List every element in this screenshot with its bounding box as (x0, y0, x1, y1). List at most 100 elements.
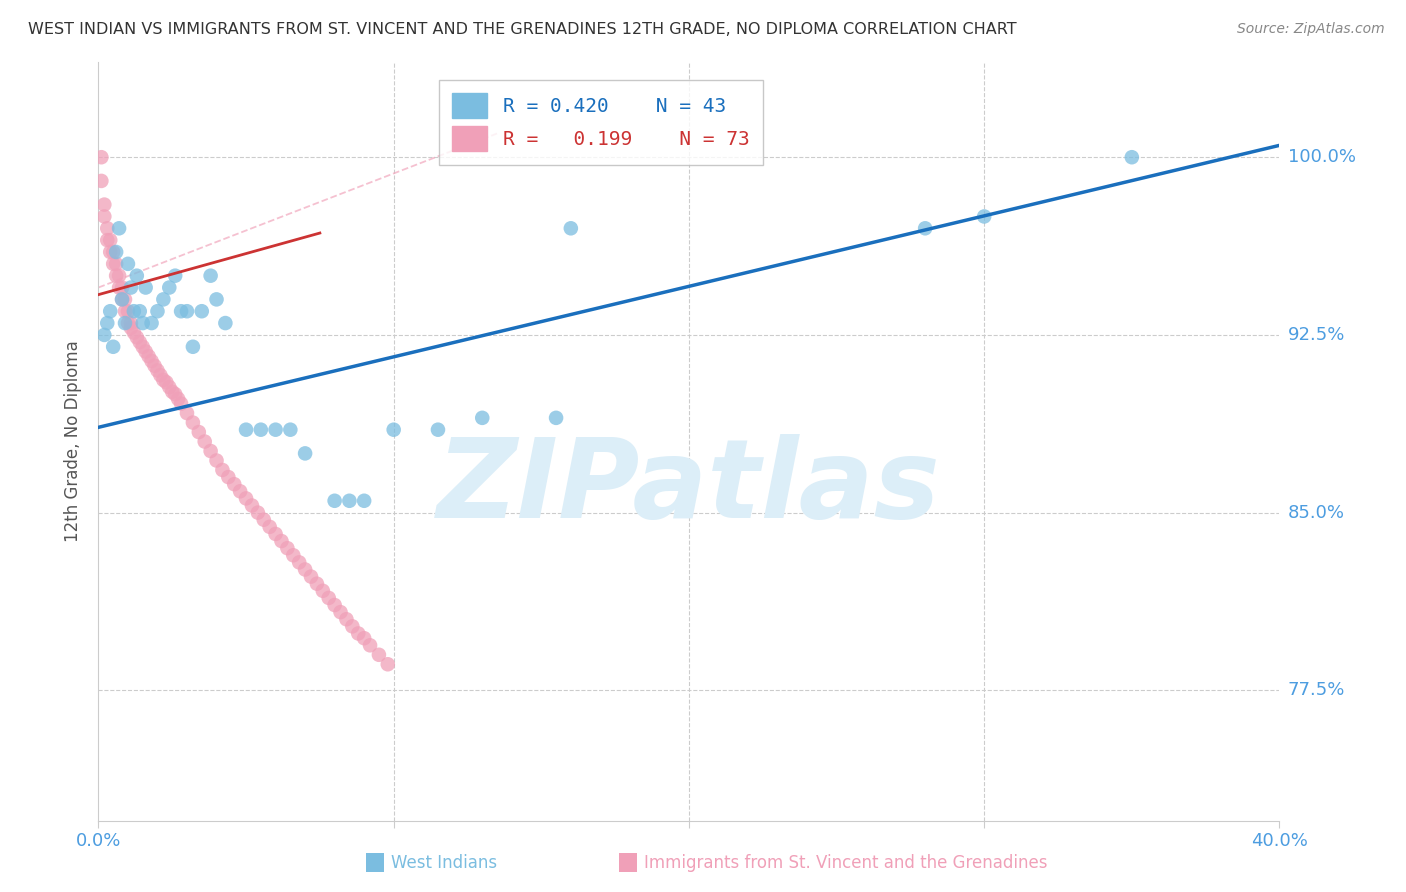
Point (93, 327, 115, 342)
Point (117, 257, 139, 271)
Point (205, 293, 228, 307)
Point (176, 304, 198, 318)
Point (211, 463, 233, 477)
Legend: R = 0.420    N = 43, R =   0.199    N = 73: R = 0.420 N = 43, R = 0.199 N = 73 (439, 79, 763, 165)
Point (181, 340, 204, 354)
Point (143, 359, 166, 373)
Point (214, 316, 236, 330)
Point (103, 257, 125, 271)
Point (318, 591, 340, 605)
Point (305, 576, 328, 591)
Point (155, 376, 177, 390)
Point (250, 423, 273, 437)
Point (157, 280, 180, 294)
Point (283, 548, 305, 563)
Point (246, 506, 269, 520)
Point (240, 499, 263, 513)
Point (105, 268, 128, 283)
Point (229, 484, 252, 499)
Point (347, 626, 370, 640)
Point (128, 304, 150, 318)
Point (270, 534, 292, 549)
Point (187, 425, 209, 439)
Point (117, 316, 139, 330)
Point (181, 416, 204, 430)
Point (200, 268, 222, 283)
Point (122, 326, 145, 340)
Point (280, 423, 302, 437)
Point (546, 410, 568, 425)
Point (103, 340, 125, 354)
Point (108, 280, 131, 294)
Point (141, 354, 163, 368)
Point (90, 174, 112, 188)
Point (259, 520, 281, 534)
Point (135, 344, 157, 359)
Point (323, 598, 346, 612)
Point (132, 316, 155, 330)
Point (560, 221, 582, 235)
Point (353, 631, 375, 645)
Point (288, 555, 311, 569)
Point (264, 423, 287, 437)
Point (276, 541, 298, 556)
Point (125, 268, 148, 283)
Point (120, 320, 142, 334)
Text: Immigrants from St. Vincent and the Grenadines: Immigrants from St. Vincent and the Gren… (644, 854, 1047, 871)
Text: West Indians: West Indians (391, 854, 496, 871)
Point (205, 453, 228, 467)
Point (329, 605, 352, 619)
Point (152, 293, 174, 307)
Point (294, 562, 316, 576)
Point (167, 392, 190, 406)
Point (264, 527, 287, 541)
Point (235, 423, 257, 437)
Point (165, 387, 187, 401)
Point (973, 210, 995, 224)
Point (114, 293, 136, 307)
Point (377, 657, 399, 672)
Point (93, 210, 115, 224)
Point (162, 384, 183, 399)
Point (138, 349, 160, 363)
Point (165, 268, 187, 283)
Point (339, 493, 361, 508)
Point (323, 493, 346, 508)
Point (103, 244, 125, 259)
Point (105, 244, 128, 259)
Point (312, 583, 335, 598)
Point (342, 619, 364, 633)
Point (105, 257, 128, 271)
Point (98, 304, 121, 318)
Point (253, 513, 276, 527)
Point (90, 150, 112, 164)
Text: 100.0%: 100.0% (1288, 148, 1355, 166)
Point (157, 380, 180, 394)
Point (191, 304, 214, 318)
Y-axis label: 12th Grade, No Diploma: 12th Grade, No Diploma (65, 341, 83, 542)
Point (135, 280, 157, 294)
Point (96, 221, 118, 235)
Point (170, 396, 193, 410)
Point (114, 316, 136, 330)
Text: WEST INDIAN VS IMMIGRANTS FROM ST. VINCENT AND THE GRENADINES 12TH GRADE, NO DIP: WEST INDIAN VS IMMIGRANTS FROM ST. VINCE… (28, 22, 1017, 37)
Point (120, 280, 142, 294)
Point (111, 280, 134, 294)
Point (217, 470, 239, 484)
Point (368, 648, 391, 662)
Point (471, 410, 494, 425)
Point (114, 304, 136, 318)
Text: 92.5%: 92.5% (1288, 326, 1346, 344)
Point (299, 569, 322, 583)
Point (108, 221, 131, 235)
Point (146, 304, 169, 318)
Point (353, 493, 375, 508)
Point (235, 491, 257, 506)
Point (128, 334, 150, 349)
Point (294, 446, 316, 460)
Point (149, 368, 172, 383)
Point (427, 423, 450, 437)
Point (98, 233, 121, 247)
Point (335, 612, 357, 626)
Text: Source: ZipAtlas.com: Source: ZipAtlas.com (1237, 22, 1385, 37)
